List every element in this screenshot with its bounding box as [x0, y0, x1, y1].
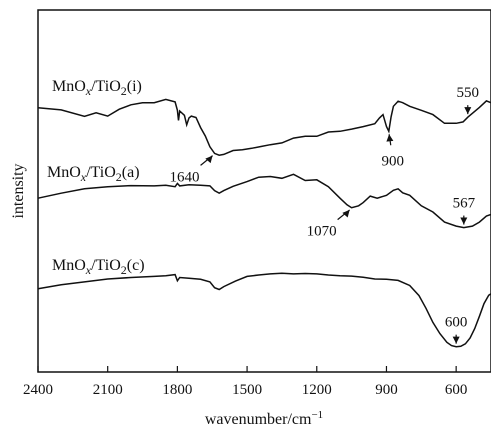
series-label-0: MnOx/TiO2(i) [52, 78, 142, 98]
annotation-1070: 1070 [307, 209, 351, 240]
x-axis-label-sup: −1 [311, 409, 323, 421]
annotation-label: 600 [445, 315, 468, 331]
annotation-arrow-head [342, 209, 350, 218]
annotation-567: 567 [453, 196, 476, 225]
series-label-part: /TiO [86, 164, 116, 181]
annotation-label: 567 [453, 196, 476, 212]
series-labels: MnOx/TiO2(i)MnOx/TiO2(a)MnOx/TiO2(c) [47, 78, 145, 277]
annotation-550: 550 [457, 85, 480, 115]
series-line-0 [37, 98, 491, 156]
annotation-arrow-head [386, 134, 394, 142]
series-label-part: MnO [52, 78, 86, 95]
x-tick-label: 2400 [23, 382, 53, 398]
x-tick-label: 600 [445, 382, 468, 398]
x-tick-label: 900 [375, 382, 398, 398]
x-tick-label: 1200 [302, 382, 332, 398]
annotation-label: 550 [457, 85, 480, 101]
series-label-sub: 2 [121, 263, 127, 277]
annotation-600: 600 [445, 315, 468, 344]
series-label-part: /TiO [91, 78, 121, 95]
series-label-part: (i) [127, 78, 142, 95]
x-axis-ticks: 2400 2100 1800 1500 1200 900 600 [23, 366, 467, 398]
series-label-part: MnO [52, 257, 86, 274]
x-tick-label: 1800 [162, 382, 192, 398]
series-label-sub: x [85, 263, 92, 277]
x-axis-label-base: wavenumber/cm [205, 411, 312, 428]
plot-frame [37, 9, 491, 373]
series-label-2: MnOx/TiO2(c) [52, 257, 145, 277]
y-axis-label: intensity [10, 163, 27, 218]
series-label-part: /TiO [91, 257, 121, 274]
annotation-arrow-head [460, 217, 468, 225]
series-label-sub: 2 [116, 170, 122, 184]
series-label-sub: x [80, 170, 87, 184]
annotation-label: 1070 [307, 224, 337, 240]
series-label-1: MnOx/TiO2(a) [47, 164, 140, 184]
series-label-part: (c) [127, 257, 145, 274]
annotation-900: 900 [382, 134, 405, 169]
series-label-part: MnO [47, 164, 81, 181]
series-label-sub: x [85, 84, 92, 98]
annotation-label: 900 [382, 153, 405, 169]
series-label-part: (a) [122, 164, 140, 181]
series-line-2 [37, 272, 491, 348]
x-tick-label: 1500 [232, 382, 262, 398]
annotation-label: 1640 [170, 169, 200, 185]
annotation-1640: 1640 [170, 155, 213, 185]
peak-annotations: 1640 900 550 1070 567 600 [170, 85, 479, 344]
series-label-sub: 2 [121, 84, 127, 98]
annotation-arrow-head [464, 107, 472, 115]
x-axis-label: wavenumber/cm−1 [205, 409, 323, 428]
series-layer [37, 98, 491, 348]
series-line-1 [37, 173, 491, 229]
x-tick-label: 2100 [93, 382, 123, 398]
annotation-arrow-head [205, 155, 213, 164]
annotation-arrow-head [452, 336, 460, 344]
